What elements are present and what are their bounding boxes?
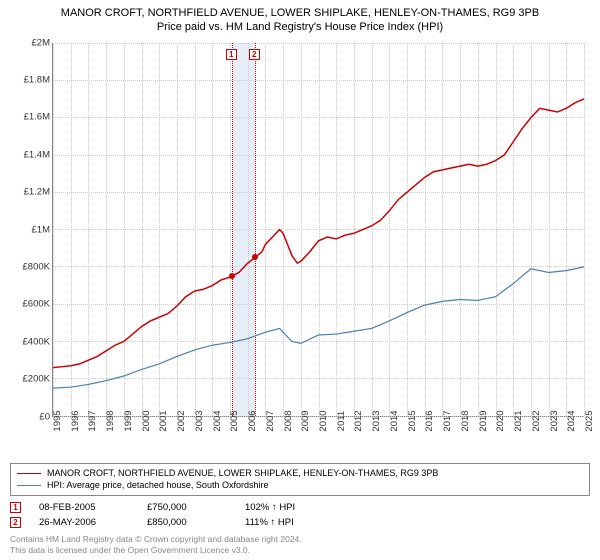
ytick-label: £2M [12, 37, 50, 48]
sale-dot [252, 254, 258, 260]
xtick-label: 2001 [158, 410, 169, 431]
xtick-label: 2008 [283, 410, 294, 431]
xtick-label: 2016 [424, 410, 435, 431]
transactions-table: 1 08-FEB-2005 £750,000 102% ↑ HPI 2 26-MAY-20… [10, 500, 590, 530]
xtick-label: 2005 [229, 410, 240, 431]
legend-row: HPI: Average price, detached house, Sout… [17, 479, 583, 492]
transaction-date: 08-FEB-2005 [39, 502, 129, 513]
ytick-label: £1.2M [12, 187, 50, 198]
ytick-label: £1.8M [12, 75, 50, 86]
attribution: Contains HM Land Registry data © Crown c… [10, 534, 590, 556]
xtick-label: 2022 [531, 410, 542, 431]
title-block: MANOR CROFT, NORTHFIELD AVENUE, LOWER SH… [10, 6, 590, 35]
legend-row: MANOR CROFT, NORTHFIELD AVENUE, LOWER SH… [17, 467, 583, 480]
xtick-label: 2017 [442, 410, 453, 431]
xtick-label: 2003 [194, 410, 205, 431]
xtick-label: 2012 [353, 410, 364, 431]
transaction-marker: 2 [10, 517, 21, 528]
attribution-line1: Contains HM Land Registry data © Crown c… [10, 534, 590, 545]
xtick-label: 1998 [105, 410, 116, 431]
transaction-pct: 102% ↑ HPI [245, 502, 325, 513]
title-main: MANOR CROFT, NORTHFIELD AVENUE, LOWER SH… [10, 6, 590, 20]
ytick-label: £1.4M [12, 149, 50, 160]
xtick-label: 2004 [212, 410, 223, 431]
xtick-label: 2015 [407, 410, 418, 431]
ytick-label: £0 [12, 411, 50, 422]
legend-swatch [17, 485, 41, 486]
ytick-label: £1.6M [12, 112, 50, 123]
ytick-label: £600K [12, 299, 50, 310]
plot-region: 12 [52, 43, 584, 417]
xtick-label: 2010 [318, 410, 329, 431]
attribution-line2: This data is licensed under the Open Gov… [10, 545, 590, 556]
series-line-property [53, 99, 584, 368]
transaction-pct: 111% ↑ HPI [245, 517, 325, 528]
transaction-date: 26-MAY-2006 [39, 517, 129, 528]
xtick-label: 2025 [584, 410, 595, 431]
transaction-price: £750,000 [147, 502, 227, 513]
ytick-label: £400K [12, 336, 50, 347]
legend-label: HPI: Average price, detached house, Sout… [47, 479, 268, 492]
xtick-label: 2002 [176, 410, 187, 431]
xtick-label: 2019 [478, 410, 489, 431]
ytick-label: £200K [12, 374, 50, 385]
ytick-label: £800K [12, 262, 50, 273]
xtick-label: 2018 [460, 410, 471, 431]
sale-dot [229, 273, 235, 279]
legend-swatch [17, 473, 41, 474]
xtick-label: 2007 [265, 410, 276, 431]
chart-area: 12 £0 £200K £400K £600K £800K £1M £1.2M £1.4M £1… [10, 39, 590, 459]
xtick-label: 2013 [371, 410, 382, 431]
series-line-hpi [53, 266, 584, 387]
chart-container: MANOR CROFT, NORTHFIELD AVENUE, LOWER SH… [0, 0, 600, 560]
subtitle: Price paid vs. HM Land Registry's House … [10, 20, 590, 34]
xtick-label: 1995 [52, 410, 63, 431]
xtick-label: 2024 [566, 410, 577, 431]
xtick-label: 1996 [70, 410, 81, 431]
legend-label: MANOR CROFT, NORTHFIELD AVENUE, LOWER SH… [47, 467, 438, 480]
legend-box: MANOR CROFT, NORTHFIELD AVENUE, LOWER SH… [10, 463, 590, 496]
transaction-marker: 1 [10, 502, 21, 513]
xtick-label: 2023 [549, 410, 560, 431]
xtick-label: 2021 [513, 410, 524, 431]
transaction-row: 2 26-MAY-2006 £850,000 111% ↑ HPI [10, 515, 590, 530]
series-svg [53, 43, 584, 416]
xtick-label: 1997 [87, 410, 98, 431]
xtick-label: 2014 [389, 410, 400, 431]
legend-block: MANOR CROFT, NORTHFIELD AVENUE, LOWER SH… [10, 463, 590, 496]
xtick-label: 2006 [247, 410, 258, 431]
transaction-row: 1 08-FEB-2005 £750,000 102% ↑ HPI [10, 500, 590, 515]
xtick-label: 1999 [123, 410, 134, 431]
xtick-label: 2011 [336, 411, 347, 431]
xtick-label: 2020 [495, 410, 506, 431]
ytick-label: £1M [12, 224, 50, 235]
gridline-v [584, 43, 585, 416]
xtick-label: 2000 [141, 410, 152, 431]
transaction-price: £850,000 [147, 517, 227, 528]
xtick-label: 2009 [300, 410, 311, 431]
